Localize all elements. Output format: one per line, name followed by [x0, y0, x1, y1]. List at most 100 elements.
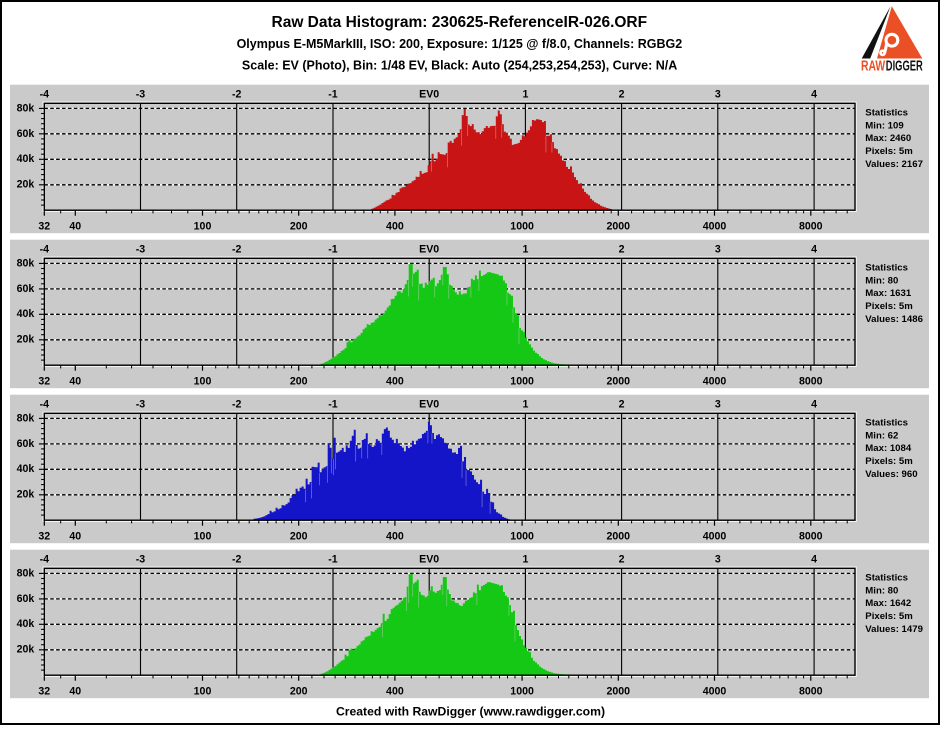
svg-text:2: 2: [619, 554, 625, 566]
svg-text:-3: -3: [136, 554, 146, 566]
svg-text:-4: -4: [40, 89, 50, 101]
svg-text:2: 2: [619, 89, 625, 101]
svg-text:EV0: EV0: [419, 244, 439, 256]
svg-text:80k: 80k: [17, 567, 35, 579]
svg-text:32: 32: [38, 530, 50, 542]
svg-text:80k: 80k: [17, 257, 35, 269]
svg-text:200: 200: [290, 685, 308, 697]
svg-text:-1: -1: [328, 89, 338, 101]
svg-text:32: 32: [38, 685, 50, 697]
svg-text:2000: 2000: [607, 220, 631, 232]
svg-text:-4: -4: [40, 554, 50, 566]
svg-text:Olympus E-M5MarkIII, ISO: 200,: Olympus E-M5MarkIII, ISO: 200, Exposure:…: [237, 37, 683, 51]
svg-text:-2: -2: [232, 399, 242, 411]
svg-text:4: 4: [811, 554, 817, 566]
svg-text:80k: 80k: [17, 412, 35, 424]
svg-text:1000: 1000: [510, 685, 534, 697]
svg-text:60k: 60k: [17, 593, 35, 605]
svg-text:2000: 2000: [607, 685, 631, 697]
svg-text:200: 200: [290, 375, 308, 387]
svg-text:Statistics: Statistics: [865, 262, 908, 273]
svg-text:40: 40: [69, 220, 81, 232]
svg-text:-3: -3: [136, 89, 146, 101]
svg-text:RAW: RAW: [861, 57, 886, 74]
svg-text:1000: 1000: [510, 220, 534, 232]
svg-text:100: 100: [194, 530, 212, 542]
svg-text:Max: 1084: Max: 1084: [865, 443, 912, 454]
svg-text:Values: 2167: Values: 2167: [865, 159, 923, 170]
svg-text:200: 200: [290, 220, 308, 232]
svg-text:60k: 60k: [17, 438, 35, 450]
svg-text:Pixels: 5m: Pixels: 5m: [865, 456, 912, 467]
svg-text:20k: 20k: [17, 179, 35, 191]
svg-text:Min: 80: Min: 80: [865, 585, 898, 596]
svg-text:4000: 4000: [703, 685, 727, 697]
svg-text:1: 1: [522, 89, 528, 101]
svg-text:400: 400: [386, 375, 404, 387]
svg-text:8000: 8000: [799, 530, 823, 542]
svg-text:2: 2: [619, 399, 625, 411]
svg-text:60k: 60k: [17, 128, 35, 140]
svg-text:1: 1: [522, 554, 528, 566]
svg-text:Max: 2460: Max: 2460: [865, 133, 911, 144]
svg-text:1000: 1000: [510, 530, 534, 542]
svg-text:-2: -2: [232, 244, 242, 256]
svg-text:Pixels: 5m: Pixels: 5m: [865, 301, 912, 312]
svg-text:4000: 4000: [703, 530, 727, 542]
svg-text:EV0: EV0: [419, 554, 439, 566]
svg-text:4000: 4000: [703, 220, 727, 232]
svg-text:4: 4: [811, 244, 817, 256]
svg-text:100: 100: [194, 375, 212, 387]
svg-text:-2: -2: [232, 554, 242, 566]
svg-text:40: 40: [69, 685, 81, 697]
svg-text:-4: -4: [40, 244, 50, 256]
svg-text:2000: 2000: [607, 375, 631, 387]
svg-text:-1: -1: [328, 399, 338, 411]
svg-text:200: 200: [290, 530, 308, 542]
svg-text:Pixels: 5m: Pixels: 5m: [865, 146, 912, 157]
svg-text:8000: 8000: [799, 375, 823, 387]
svg-text:EV0: EV0: [419, 89, 439, 101]
svg-text:20k: 20k: [17, 644, 35, 656]
svg-text:4000: 4000: [703, 375, 727, 387]
svg-text:3: 3: [715, 244, 721, 256]
svg-text:400: 400: [386, 530, 404, 542]
svg-text:100: 100: [194, 220, 212, 232]
svg-text:4: 4: [811, 89, 817, 101]
svg-text:Statistics: Statistics: [865, 417, 908, 428]
svg-text:20k: 20k: [17, 489, 35, 501]
svg-text:3: 3: [715, 89, 721, 101]
svg-text:3: 3: [715, 399, 721, 411]
svg-text:100: 100: [194, 685, 212, 697]
svg-text:Min: 109: Min: 109: [865, 120, 903, 131]
svg-text:400: 400: [386, 220, 404, 232]
svg-text:40: 40: [69, 375, 81, 387]
svg-text:400: 400: [386, 685, 404, 697]
svg-text:-1: -1: [328, 554, 338, 566]
svg-text:3: 3: [715, 554, 721, 566]
svg-text:8000: 8000: [799, 685, 823, 697]
svg-text:Statistics: Statistics: [865, 572, 908, 583]
svg-text:40k: 40k: [17, 153, 35, 165]
svg-text:Min: 80: Min: 80: [865, 275, 898, 286]
svg-text:Max: 1631: Max: 1631: [865, 288, 912, 299]
svg-text:-3: -3: [136, 244, 146, 256]
svg-text:Max: 1642: Max: 1642: [865, 598, 911, 609]
svg-text:Raw Data Histogram: 230625-Ref: Raw Data Histogram: 230625-ReferenceIR-0…: [272, 14, 648, 31]
svg-text:32: 32: [38, 375, 50, 387]
svg-text:Values: 1479: Values: 1479: [865, 624, 923, 635]
svg-text:40k: 40k: [17, 463, 35, 475]
svg-text:Values: 960: Values: 960: [865, 469, 917, 480]
svg-text:4: 4: [811, 399, 817, 411]
svg-text:2000: 2000: [607, 530, 631, 542]
svg-text:DIGGER: DIGGER: [886, 57, 923, 74]
svg-text:Created with RawDigger (www.ra: Created with RawDigger (www.rawdigger.co…: [336, 705, 605, 719]
svg-text:2: 2: [619, 244, 625, 256]
svg-text:Values: 1486: Values: 1486: [865, 314, 923, 325]
svg-text:Scale: EV (Photo), Bin: 1/48 E: Scale: EV (Photo), Bin: 1/48 EV, Black: …: [242, 59, 677, 73]
svg-text:1000: 1000: [510, 375, 534, 387]
svg-text:1: 1: [522, 399, 528, 411]
svg-text:40: 40: [69, 530, 81, 542]
svg-text:60k: 60k: [17, 283, 35, 295]
svg-text:8000: 8000: [799, 220, 823, 232]
